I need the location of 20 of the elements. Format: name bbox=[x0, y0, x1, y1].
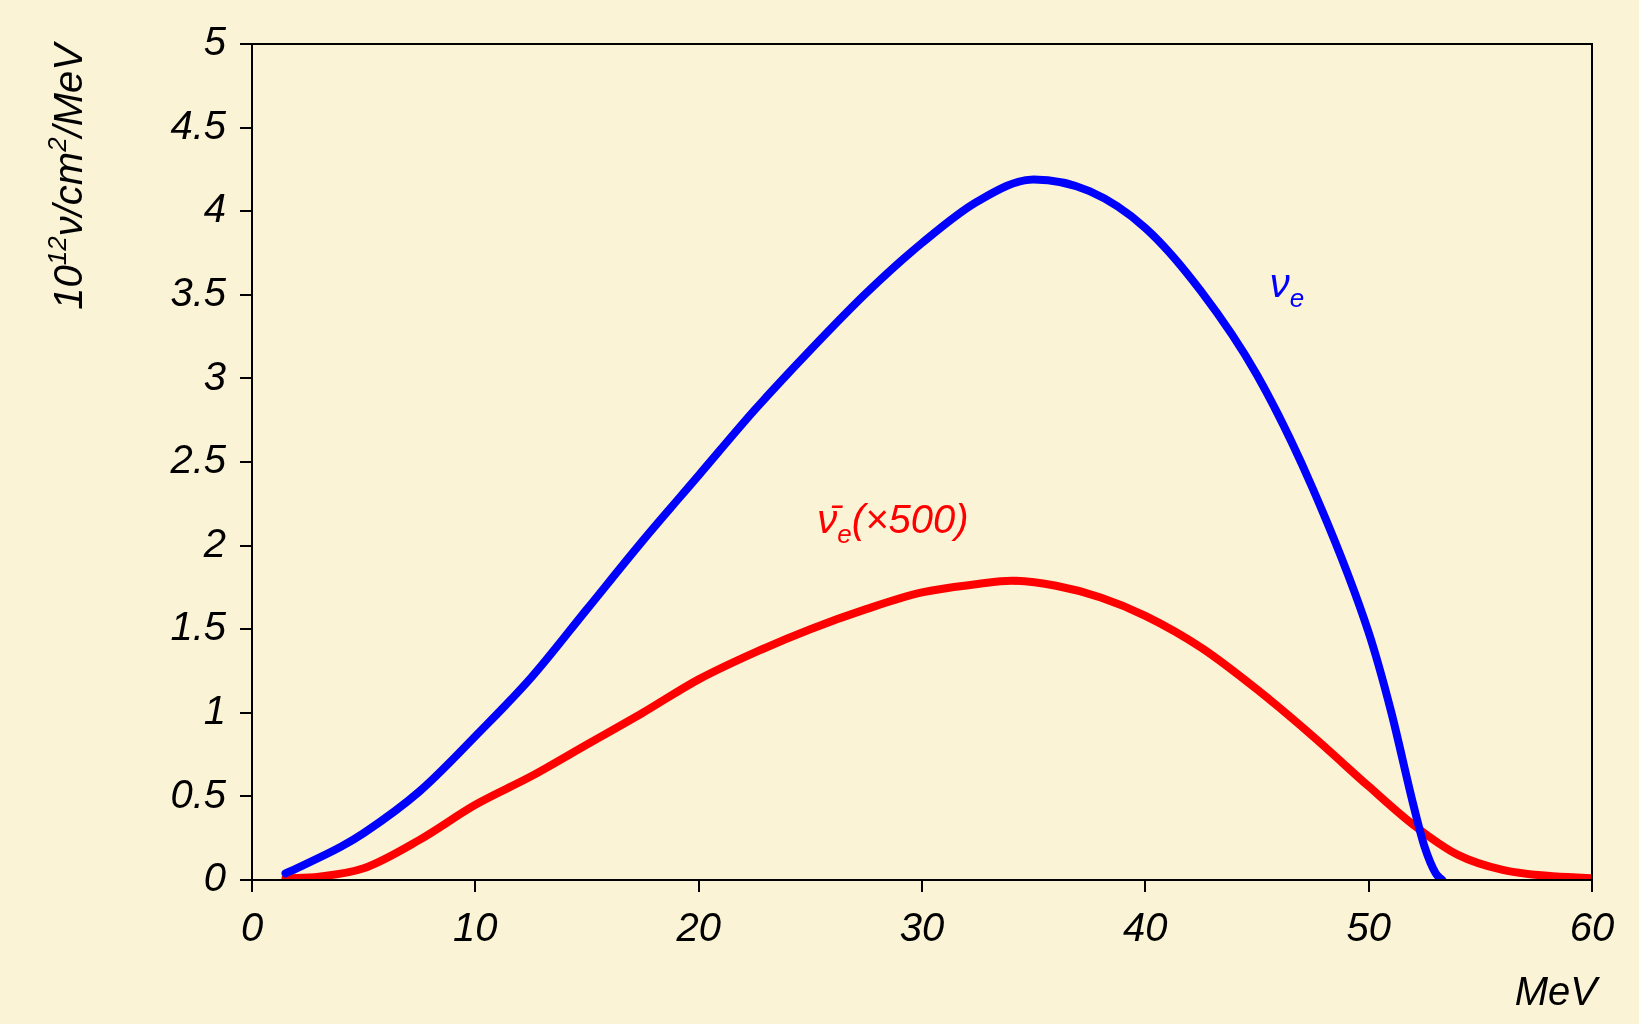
x-tick-label: 10 bbox=[453, 905, 498, 950]
x-axis-title: MeV bbox=[1514, 969, 1601, 1013]
y-tick-label: 3 bbox=[203, 353, 226, 398]
x-tick-label: 40 bbox=[1123, 905, 1168, 950]
y-tick-label: 1.5 bbox=[170, 604, 227, 649]
x-tick-label: 50 bbox=[1346, 905, 1391, 950]
y-tick-label: 0 bbox=[203, 855, 226, 900]
y-axis-title: 1012ν/cm2/MeV bbox=[42, 40, 90, 310]
x-tick-label: 60 bbox=[1569, 905, 1615, 950]
y-tick-label: 2 bbox=[202, 520, 226, 565]
x-tick-label: 0 bbox=[240, 905, 264, 950]
x-tick-label: 30 bbox=[899, 905, 945, 950]
y-tick-label: 2.5 bbox=[169, 437, 227, 482]
y-tick-label: 1 bbox=[203, 687, 226, 732]
y-tick-label: 4.5 bbox=[170, 102, 227, 147]
y-tick-label: 5 bbox=[203, 19, 227, 64]
y-tick-label: 3.5 bbox=[170, 269, 227, 314]
y-tick-label: 0.5 bbox=[170, 771, 227, 816]
y-tick-label: 4 bbox=[203, 186, 226, 231]
x-tick-label: 20 bbox=[675, 905, 721, 950]
